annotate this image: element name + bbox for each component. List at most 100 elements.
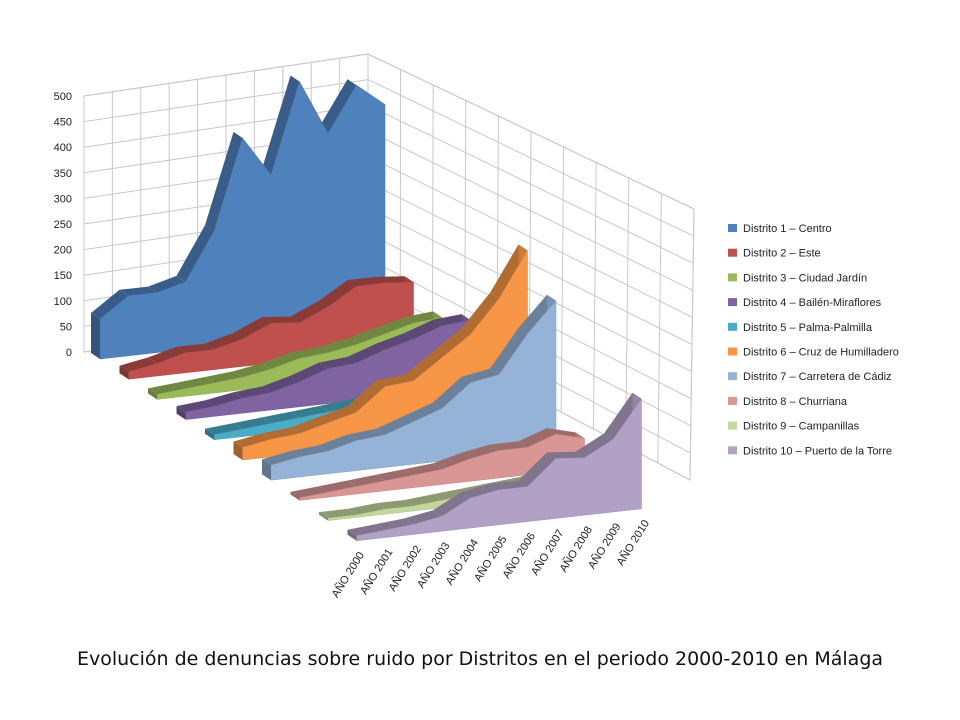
ribbon-top (319, 400, 357, 412)
ribbon-top (433, 452, 471, 470)
y-tick-label: 50 (60, 321, 72, 333)
legend-label: Distrito 8 – Churriana (743, 396, 848, 408)
legend-label: Distrito 7 – Carretera de Cádiz (743, 371, 892, 383)
ribbon-top (404, 351, 442, 381)
figure-caption: Evolución de denuncias sobre ruido por D… (76, 648, 884, 670)
ribbon-top (91, 289, 129, 319)
ribbon-top (176, 377, 214, 389)
ribbon-top (205, 392, 243, 407)
ribbon-top (319, 434, 357, 452)
series-ribbon (347, 392, 642, 542)
legend-swatch (728, 347, 737, 356)
ribbon-top (176, 225, 214, 282)
ribbon-top (461, 368, 499, 383)
ribbon-top (433, 328, 471, 358)
ribbon-cap (233, 441, 243, 460)
ribbon-top (233, 363, 271, 378)
ribbon-top (404, 510, 442, 525)
ribbon-cap (347, 529, 357, 541)
ribbon-top (547, 451, 585, 459)
y-tick-label: 100 (54, 296, 72, 308)
legend-swatch (728, 372, 737, 381)
ribbon-top (319, 406, 357, 423)
legend-label: Distrito 9 – Campanillas (743, 421, 860, 433)
ribbon-top (376, 276, 414, 283)
legend-swatch (728, 224, 737, 232)
ribbon-top (119, 357, 157, 372)
ribbon-top (347, 524, 385, 536)
ribbon-cap (176, 406, 186, 420)
y-tick-label: 400 (54, 142, 72, 154)
y-tick-label: 250 (54, 219, 72, 231)
ribbon-cap (91, 313, 100, 359)
legend-swatch (728, 322, 737, 331)
ribbon-cap (319, 512, 328, 521)
ribbon-top (262, 427, 300, 440)
ribbon-top (148, 275, 186, 293)
ribbon-top (290, 406, 328, 418)
ribbon-top (290, 416, 328, 434)
x-tick-label: AÑO 2010 (614, 518, 652, 568)
legend-label: Distrito 2 – Este (743, 248, 821, 260)
gridline (431, 84, 434, 345)
ribbon-top (347, 380, 385, 413)
ribbon-cap (148, 388, 157, 400)
ribbon-top (404, 319, 442, 339)
legend-swatch (728, 273, 737, 282)
ribbon-top (461, 292, 499, 335)
series-ribbon (91, 75, 386, 360)
ribbon-top (604, 392, 642, 440)
series-ribbon (290, 428, 585, 501)
ribbon-top (233, 417, 271, 430)
ribbon-top (290, 486, 328, 498)
legend-label: Distrito 4 – Bailén-Miraflores (743, 297, 882, 309)
legend-label: Distrito 1 – Centro (743, 223, 832, 235)
ribbon-top (205, 371, 243, 383)
legend-label: Distrito 3 – Ciudad Jardín (743, 272, 867, 284)
series-ribbon (148, 311, 443, 400)
ribbon-top (433, 492, 471, 517)
ribbon-front (356, 398, 642, 542)
ribbon-top (518, 452, 556, 487)
ribbon-top (290, 346, 328, 359)
y-tick-label: 200 (54, 245, 72, 257)
ribbon-top (290, 300, 328, 323)
ribbon-top (518, 428, 556, 448)
y-tick-label: 500 (54, 91, 72, 103)
ribbon-top (290, 445, 328, 457)
ribbon-top (404, 463, 442, 476)
y-tick-label: 0 (66, 347, 72, 359)
ribbon-top (347, 327, 385, 345)
ribbon-top (404, 311, 442, 324)
gridline (592, 162, 597, 430)
ribbon-top (575, 433, 613, 458)
ribbon-top (205, 332, 243, 350)
ribbon-top (176, 400, 214, 413)
ribbon-top (404, 402, 442, 422)
ribbon-top (319, 338, 357, 353)
gridline (560, 146, 565, 413)
ribbon-top (490, 327, 528, 375)
ribbon-top (547, 428, 585, 439)
ribbon-top (376, 518, 414, 531)
ribbon-top (461, 444, 499, 459)
ribbon-top (319, 480, 357, 493)
legend-swatch (728, 421, 737, 430)
ribbon-top (461, 483, 499, 498)
legend-swatch (728, 446, 737, 455)
ribbon-top (262, 451, 300, 466)
ribbon-top (433, 488, 471, 501)
ribbon-top (376, 415, 414, 435)
gridline (625, 177, 630, 447)
y-tick-label: 450 (54, 117, 72, 129)
series-areas (91, 75, 642, 542)
ribbon-top (262, 411, 300, 424)
ribbon-top (205, 423, 243, 435)
y-axis: 0 50 100 150 200 250 300 350 400 450 500 (54, 91, 72, 359)
ribbon-top (148, 382, 186, 395)
ribbon-top (148, 346, 186, 364)
ribbon-cap (119, 365, 129, 380)
ribbon-top (319, 280, 357, 307)
ribbon-top (347, 474, 385, 487)
ribbon-top (433, 314, 471, 326)
